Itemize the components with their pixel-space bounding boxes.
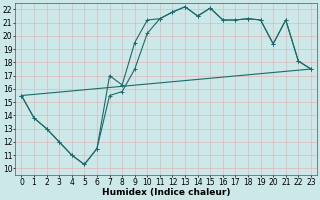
X-axis label: Humidex (Indice chaleur): Humidex (Indice chaleur) — [102, 188, 230, 197]
